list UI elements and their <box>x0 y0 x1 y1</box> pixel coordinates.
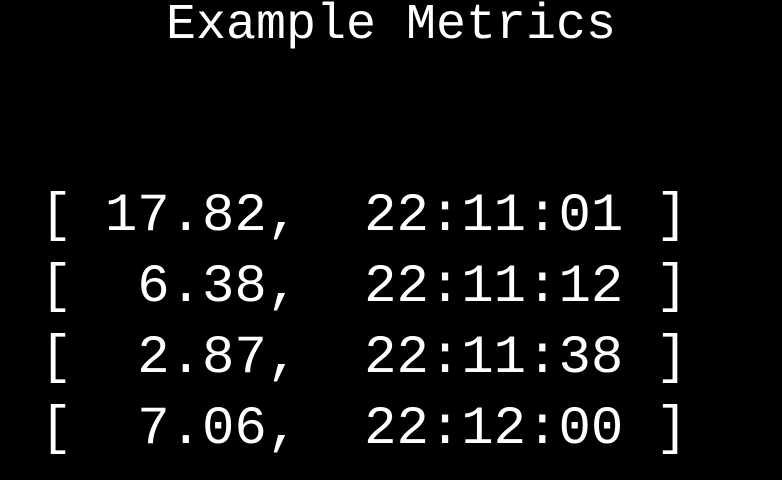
close-bracket: ] <box>623 257 689 318</box>
page-title: Example Metrics <box>165 0 617 54</box>
metric-value: 6.38 <box>137 257 267 318</box>
separator: , <box>266 186 365 247</box>
metric-row: [ 2.87, 22:11:38 ] <box>40 323 688 394</box>
separator: , <box>266 399 365 460</box>
metric-row: [ 7.06, 22:12:00 ] <box>40 394 688 465</box>
metric-time: 22:11:12 <box>364 257 624 318</box>
metric-row: [ 6.38, 22:11:12 ] <box>40 252 688 323</box>
metric-time: 22:11:01 <box>364 186 624 247</box>
metric-row: [ 17.82, 22:11:01 ] <box>40 181 688 252</box>
close-bracket: ] <box>623 186 689 247</box>
open-bracket: [ <box>40 399 138 460</box>
metric-value: 2.87 <box>137 328 267 389</box>
separator: , <box>266 328 365 389</box>
metric-value: 7.06 <box>137 399 267 460</box>
open-bracket: [ <box>40 257 138 318</box>
metrics-list: [ 17.82, 22:11:01 ] [ 6.38, 22:11:12 ] [… <box>40 181 688 465</box>
metric-time: 22:12:00 <box>364 399 624 460</box>
separator: , <box>266 257 365 318</box>
open-bracket: [ <box>40 186 105 247</box>
open-bracket: [ <box>40 328 138 389</box>
metric-value: 17.82 <box>104 186 267 247</box>
close-bracket: ] <box>623 399 689 460</box>
metric-time: 22:11:38 <box>364 328 624 389</box>
close-bracket: ] <box>623 328 689 389</box>
